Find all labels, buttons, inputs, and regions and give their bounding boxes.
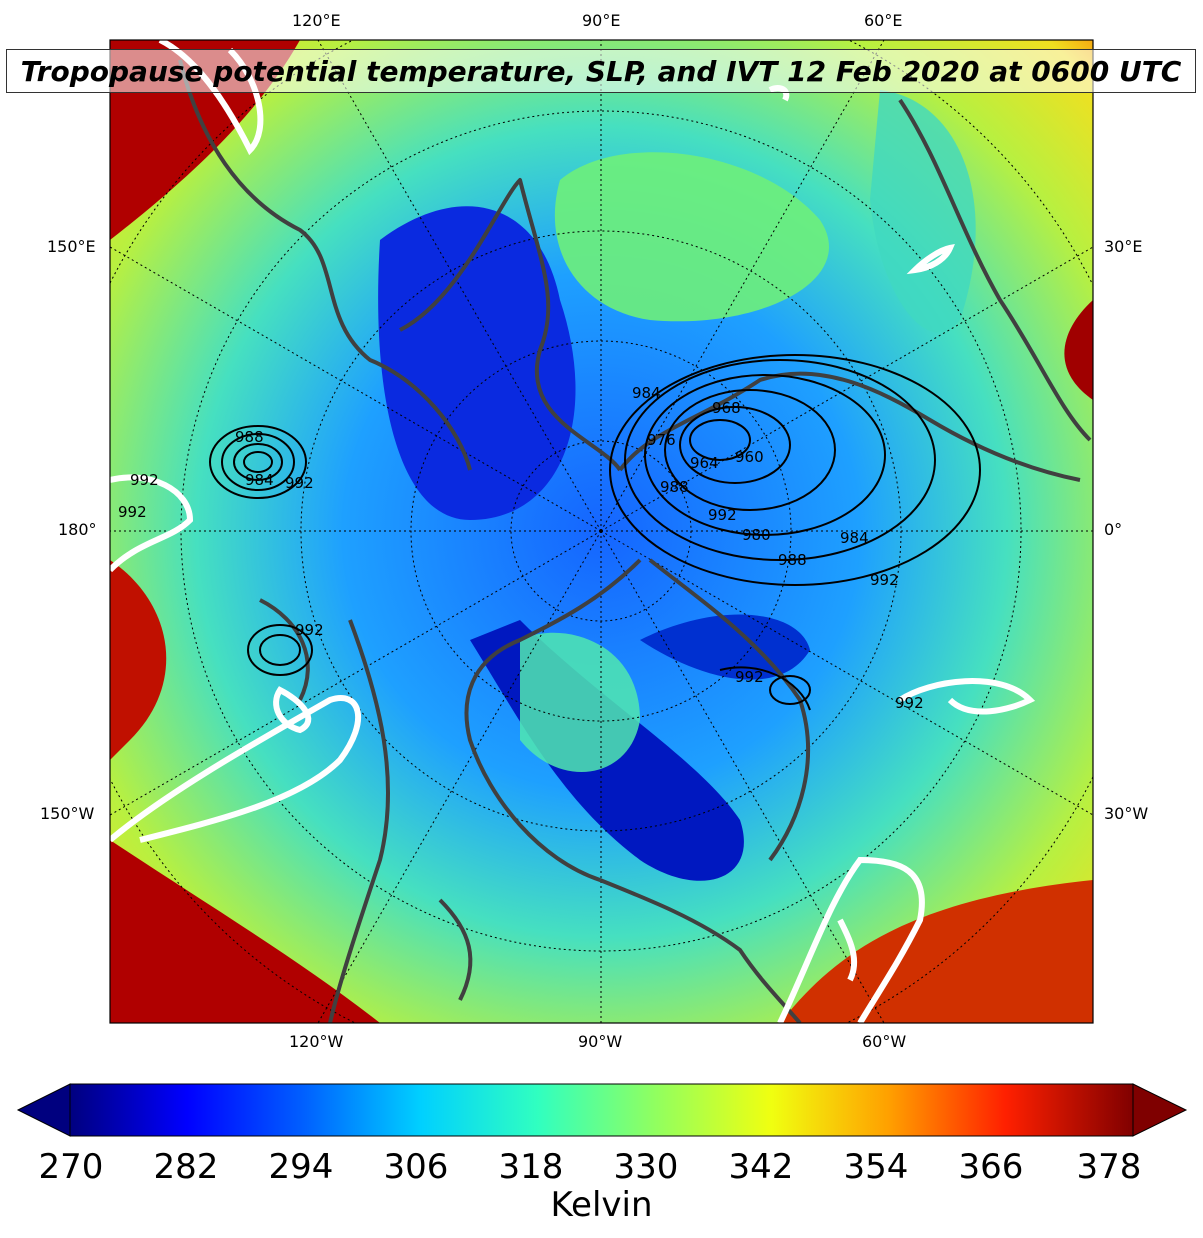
slp-labels: 984 968 976 964 960 988 980 992 984 988 … — [118, 384, 924, 712]
title-box: Tropopause potential temperature, SLP, a… — [6, 49, 1196, 93]
slp-label: 964 — [690, 454, 719, 472]
cold-region-central — [378, 206, 576, 520]
lon-label-right-30w: 30°W — [1104, 804, 1149, 823]
warm-region-bottom-left — [110, 560, 167, 760]
map-border — [109, 39, 1094, 1024]
slp-label: 976 — [647, 431, 676, 449]
slp-label: 992 — [285, 474, 314, 492]
lon-label-left-180: 180° — [58, 520, 97, 539]
colorbar-tick: 282 — [153, 1147, 219, 1187]
colorbar-tick: 366 — [958, 1147, 1024, 1187]
slp-label: 968 — [712, 399, 741, 417]
colorbar-tick: 270 — [38, 1147, 104, 1187]
slp-label: 992 — [708, 506, 737, 524]
slp-label: 980 — [742, 526, 771, 544]
coastlines — [178, 59, 1092, 1023]
slp-label: 992 — [735, 668, 764, 686]
lon-label-right-0: 0° — [1104, 520, 1123, 539]
lon-label-left-150w: 150°W — [40, 804, 95, 823]
colorbar-tick: 318 — [498, 1147, 564, 1187]
slp-label: 984 — [632, 384, 661, 402]
colorbar-label: Kelvin — [550, 1185, 653, 1225]
map-title: Tropopause potential temperature, SLP, a… — [20, 54, 1182, 88]
cold-region-southeast — [640, 614, 810, 680]
slp-label: 984 — [840, 529, 869, 547]
warm-region-bottom — [110, 840, 380, 1023]
lon-label-right-30e: 30°E — [1104, 237, 1143, 256]
colorbar-tick: 354 — [843, 1147, 909, 1187]
slp-label: 992 — [895, 694, 924, 712]
lon-label-bottom-90w: 90°W — [578, 1032, 623, 1051]
colorbar-extend-high — [1132, 1083, 1188, 1137]
warm-region-bottom-right — [780, 880, 1093, 1023]
slp-label: 988 — [778, 551, 807, 569]
colorbar-tick: 342 — [728, 1147, 794, 1187]
colorbar-tick: 378 — [1076, 1147, 1142, 1187]
lon-label-top-120e: 120°E — [292, 11, 341, 30]
ridge-region-east — [870, 90, 976, 333]
ridge-region-north — [554, 152, 829, 322]
slp-contours — [209, 354, 981, 711]
lon-label-left-150e: 150°E — [47, 237, 96, 256]
colorbar-tick: 306 — [383, 1147, 449, 1187]
colorbar — [16, 1083, 1188, 1137]
colorbar-bar — [69, 1083, 1134, 1137]
slp-label: 984 — [245, 471, 274, 489]
lon-label-bottom-120w: 120°W — [289, 1032, 344, 1051]
colorbar-tick: 294 — [268, 1147, 334, 1187]
graticule — [110, 40, 1093, 1023]
warm-region-right — [1064, 300, 1093, 400]
slp-label: 992 — [870, 571, 899, 589]
slp-label: 988 — [235, 428, 264, 446]
colorbar-tick: 330 — [613, 1147, 679, 1187]
ridge-region-south — [520, 632, 640, 773]
colorbar-extend-low — [16, 1083, 71, 1137]
slp-label: 988 — [660, 478, 689, 496]
slp-label: 992 — [118, 503, 147, 521]
lon-label-top-90e: 90°E — [582, 11, 621, 30]
slp-label: 992 — [130, 471, 159, 489]
slp-label: 992 — [295, 621, 324, 639]
lon-label-top-60e: 60°E — [864, 11, 903, 30]
map-panel: 984 968 976 964 960 988 980 992 984 988 … — [110, 40, 1093, 1023]
lon-label-bottom-60w: 60°W — [862, 1032, 907, 1051]
slp-label: 960 — [735, 448, 764, 466]
